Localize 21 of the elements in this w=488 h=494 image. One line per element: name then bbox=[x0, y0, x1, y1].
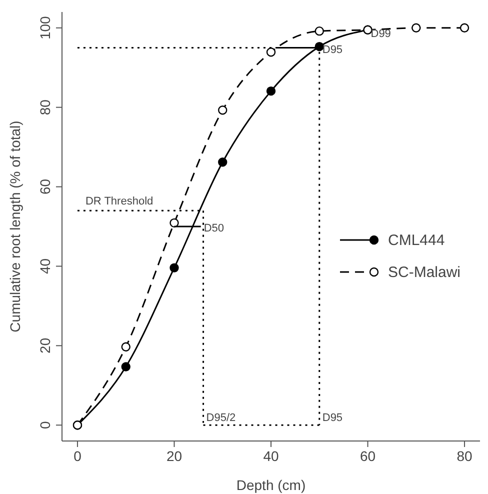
y-axis-title: Cumulative root length (% of total) bbox=[7, 120, 23, 332]
annotation: DR Threshold bbox=[85, 196, 154, 208]
x-tick-label: 60 bbox=[360, 448, 376, 464]
y-tick-label: 80 bbox=[37, 99, 53, 116]
annotation: D50 bbox=[204, 222, 224, 234]
legend-label: SC-Malawi bbox=[388, 264, 461, 281]
y-tick-label: 0 bbox=[37, 421, 53, 430]
annotation: D99 bbox=[370, 28, 391, 40]
x-tick-label: 0 bbox=[74, 448, 82, 464]
y-tick-label: 60 bbox=[37, 178, 53, 195]
x-tick-label: 80 bbox=[456, 448, 473, 464]
annotation: D95 bbox=[322, 412, 343, 424]
annotation: D95/2 bbox=[206, 412, 236, 424]
x-tick-label: 40 bbox=[263, 448, 279, 464]
x-axis-title: Depth (cm) bbox=[236, 477, 306, 493]
y-tick-label: 100 bbox=[37, 16, 53, 40]
x-tick-label: 20 bbox=[166, 448, 182, 464]
annotation: D95 bbox=[322, 44, 343, 56]
y-tick-label: 40 bbox=[37, 258, 53, 274]
legend-label: CML444 bbox=[388, 232, 445, 249]
y-tick-label: 20 bbox=[37, 338, 53, 354]
